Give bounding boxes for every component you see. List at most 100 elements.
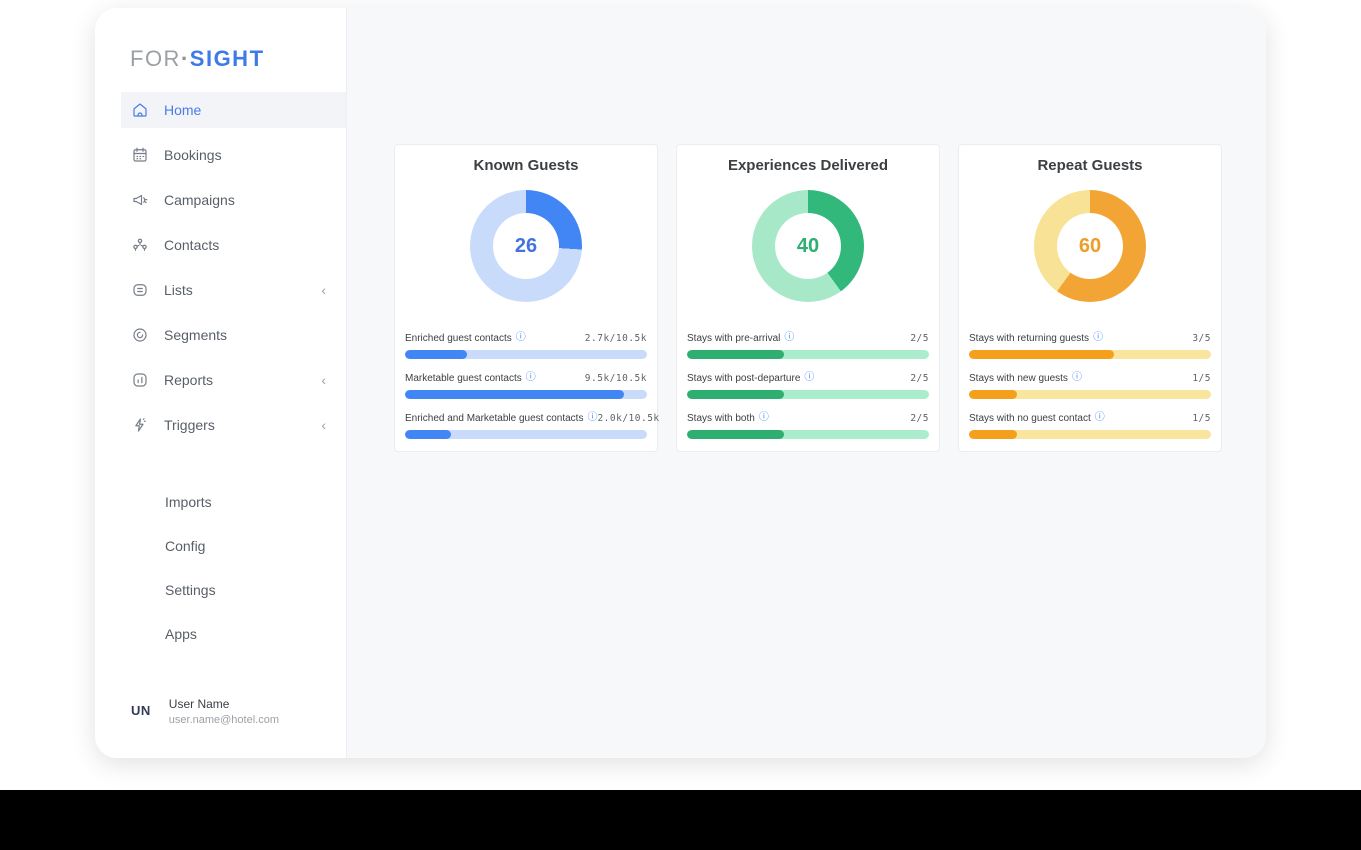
- info-icon[interactable]: ⓘ: [758, 412, 769, 423]
- sidebar-item-lists[interactable]: Lists ‹: [121, 272, 346, 308]
- sidebar-item-segments[interactable]: Segments: [121, 317, 346, 353]
- metric-rows: Stays with returning guests ⓘ 3/5 Stays w…: [969, 331, 1211, 439]
- metric-value: 2/5: [910, 412, 929, 424]
- megaphone-icon: [131, 191, 149, 209]
- sidebar-item-label: Imports: [165, 494, 212, 510]
- progress-bar: [687, 390, 929, 399]
- metric-label: Stays with no guest contact: [969, 412, 1091, 424]
- card-title: Known Guests: [473, 157, 579, 174]
- info-icon[interactable]: ⓘ: [515, 332, 526, 343]
- donut-hole: 60: [1057, 213, 1123, 279]
- card-experiences-delivered: Experiences Delivered 40 Stays with pre-…: [676, 144, 940, 452]
- metric-row: Stays with no guest contact ⓘ 1/5: [969, 411, 1211, 439]
- sidebar: FOR·SIGHT Home Bookings Campaigns: [95, 8, 347, 758]
- progress-bar-fill: [687, 390, 784, 399]
- sidebar-item-reports[interactable]: Reports ‹: [121, 362, 346, 398]
- progress-bar-fill: [969, 350, 1115, 359]
- sidebar-item-label: Triggers: [164, 417, 215, 433]
- sidebar-item-bookings[interactable]: Bookings: [121, 137, 346, 173]
- sidebar-item-home[interactable]: Home: [121, 92, 346, 128]
- metric-value: 9.5k/10.5k: [584, 372, 647, 384]
- metric-row: Stays with new guests ⓘ 1/5: [969, 371, 1211, 399]
- sidebar-item-label: Apps: [165, 626, 197, 642]
- sidebar-item-imports[interactable]: Imports: [95, 484, 346, 520]
- bottom-black-bar: [0, 790, 1361, 850]
- card-known-guests: Known Guests 26 Enriched guest contacts ⓘ…: [394, 144, 659, 452]
- sidebar-item-triggers[interactable]: Triggers ‹: [121, 407, 346, 443]
- sidebar-item-label: Lists: [164, 282, 193, 298]
- chevron-left-icon[interactable]: ‹: [321, 372, 326, 388]
- donut-wrap: 60: [969, 190, 1211, 302]
- sidebar-item-config[interactable]: Config: [95, 528, 346, 564]
- metric-row: Stays with returning guests ⓘ 3/5: [969, 331, 1211, 359]
- sidebar-secondary-nav: Imports Config Settings Apps: [95, 484, 346, 660]
- metric-label: Stays with returning guests: [969, 332, 1090, 344]
- donut-center-value: 40: [796, 234, 820, 257]
- info-icon[interactable]: ⓘ: [1071, 372, 1082, 383]
- progress-bar-fill: [687, 430, 784, 439]
- sidebar-item-campaigns[interactable]: Campaigns: [121, 182, 346, 218]
- chevron-left-icon[interactable]: ‹: [321, 282, 326, 298]
- calendar-icon: [131, 146, 149, 164]
- forsight-logo: FOR·SIGHT: [130, 46, 265, 72]
- app-window: FOR·SIGHT Home Bookings Campaigns: [95, 8, 1266, 758]
- sidebar-item-label: Campaigns: [164, 192, 235, 208]
- sidebar-item-label: Config: [165, 538, 206, 554]
- info-icon[interactable]: ⓘ: [587, 412, 598, 423]
- user-profile[interactable]: UN User Name user.name@hotel.com: [131, 696, 279, 728]
- metric-row: Enriched and Marketable guest contacts ⓘ …: [405, 411, 659, 439]
- info-icon[interactable]: ⓘ: [525, 372, 536, 383]
- progress-bar: [405, 390, 647, 399]
- donut-wrap: 40: [687, 190, 929, 302]
- card-title: Repeat Guests: [1037, 157, 1143, 174]
- metric-value: 1/5: [1192, 372, 1211, 384]
- metric-row: Stays with pre-arrival ⓘ 2/5: [687, 331, 929, 359]
- sidebar-item-label: Bookings: [164, 147, 222, 163]
- lightning-icon: [131, 416, 149, 434]
- progress-bar-fill: [405, 430, 451, 439]
- card-title: Experiences Delivered: [727, 157, 889, 174]
- metric-row: Stays with both ⓘ 2/5: [687, 411, 929, 439]
- donut-wrap: 26: [405, 190, 647, 302]
- progress-bar-fill: [969, 430, 1018, 439]
- sidebar-nav: Home Bookings Campaigns Contacts: [95, 92, 346, 452]
- donut-hole: 40: [775, 213, 841, 279]
- list-icon: [131, 281, 149, 299]
- progress-bar-fill: [405, 350, 468, 359]
- progress-bar: [687, 430, 929, 439]
- donut-chart: 60: [1034, 190, 1146, 302]
- metric-rows: Enriched guest contacts ⓘ 2.7k/10.5k Mark…: [405, 331, 659, 439]
- sidebar-item-settings[interactable]: Settings: [95, 572, 346, 608]
- user-email: user.name@hotel.com: [168, 714, 280, 726]
- progress-bar: [405, 350, 647, 359]
- user-meta: User Name user.name@hotel.com: [169, 696, 279, 728]
- metric-value: 2/5: [910, 332, 929, 344]
- home-icon: [131, 101, 149, 119]
- logo-text-for: FOR: [130, 46, 181, 71]
- user-name: User Name: [168, 697, 230, 711]
- metric-label: Marketable guest contacts: [405, 372, 522, 384]
- sidebar-item-label: Home: [164, 102, 202, 118]
- progress-bar: [969, 430, 1211, 439]
- metric-label: Stays with pre-arrival: [687, 332, 781, 344]
- sidebar-item-label: Segments: [164, 327, 228, 343]
- metric-label: Stays with both: [687, 412, 755, 424]
- info-icon[interactable]: ⓘ: [784, 332, 795, 343]
- donut-center-value: 60: [1078, 234, 1102, 257]
- info-icon[interactable]: ⓘ: [804, 372, 815, 383]
- people-icon: [131, 236, 149, 254]
- progress-bar: [969, 390, 1211, 399]
- main-content: Known Guests 26 Enriched guest contacts ⓘ…: [347, 8, 1266, 758]
- metric-value: 2.0k/10.5k: [597, 412, 660, 424]
- info-icon[interactable]: ⓘ: [1093, 332, 1104, 343]
- donut-chart: 26: [470, 190, 582, 302]
- metric-label: Enriched guest contacts: [405, 332, 512, 344]
- chevron-left-icon[interactable]: ‹: [321, 417, 326, 433]
- sidebar-item-apps[interactable]: Apps: [95, 616, 346, 652]
- sidebar-item-contacts[interactable]: Contacts: [121, 227, 346, 263]
- progress-bar-fill: [405, 390, 624, 399]
- info-icon[interactable]: ⓘ: [1094, 412, 1105, 423]
- logo-dot: ·: [180, 46, 190, 71]
- segments-icon: [131, 326, 149, 344]
- sidebar-item-label: Contacts: [164, 237, 220, 253]
